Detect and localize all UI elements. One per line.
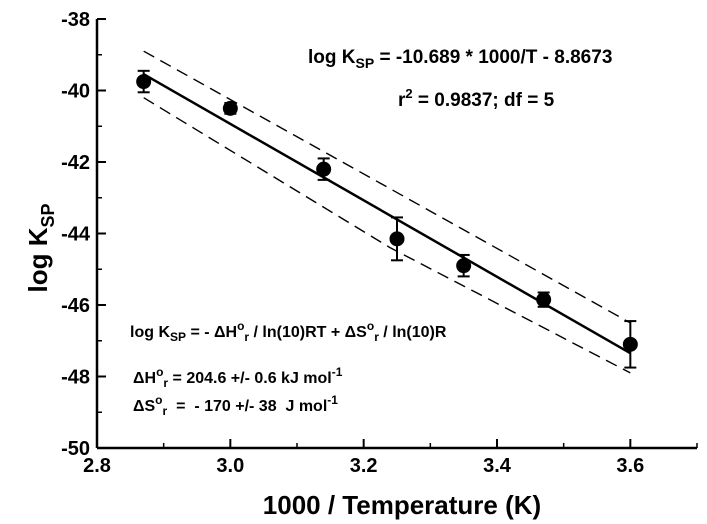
data-point	[136, 74, 152, 90]
entropy-annotation: ΔSor = - 170 +/- 38 J mol-1	[133, 393, 338, 418]
data-point	[536, 292, 552, 308]
y-tick-label: -44	[61, 224, 91, 246]
x-tick-label: 3.0	[216, 455, 244, 477]
confidence-band-upper	[143, 50, 631, 324]
data-point	[389, 231, 405, 247]
x-tick-label: 3.4	[483, 455, 512, 477]
data-point	[622, 336, 638, 352]
confidence-band-lower	[143, 97, 631, 374]
r-squared-annotation: r2 = 0.9837; df = 5	[398, 86, 555, 111]
x-tick-label: 3.2	[350, 455, 378, 477]
fit-line	[143, 73, 631, 355]
y-tick-label: -50	[61, 438, 90, 460]
fit-line-group	[143, 73, 631, 355]
y-tick-label: -40	[61, 81, 90, 103]
y-tick-label: -48	[61, 367, 90, 389]
y-axis-title: log KSP	[23, 203, 58, 292]
y-tick-label: -38	[61, 9, 90, 31]
x-tick-label: 2.8	[83, 455, 111, 477]
tick-labels: -50 -48 -46 -44 -42 -40 -38 2.8 3.0 3.2 3.4 3.6	[61, 9, 644, 477]
data-point	[456, 258, 472, 274]
x-axis-title: 1000 / Temperature (K)	[263, 490, 541, 520]
confidence-band	[143, 50, 631, 374]
data-point	[222, 100, 238, 116]
y-tick-label: -42	[61, 152, 90, 174]
equation-annotation: log KSP = -10.689 * 1000/T - 8.8673	[308, 47, 612, 71]
data-point	[316, 161, 332, 177]
y-tick-label: -46	[61, 295, 90, 317]
x-tick-label: 3.6	[616, 455, 644, 477]
enthalpy-annotation: ΔHor = 204.6 +/- 0.6 kJ mol-1	[133, 365, 343, 390]
vanthoff-equation-annotation: log KSP = - ΔHor / ln(10)RT + ΔSor / ln(…	[130, 319, 447, 344]
data-points	[136, 69, 638, 369]
axes	[95, 18, 698, 450]
